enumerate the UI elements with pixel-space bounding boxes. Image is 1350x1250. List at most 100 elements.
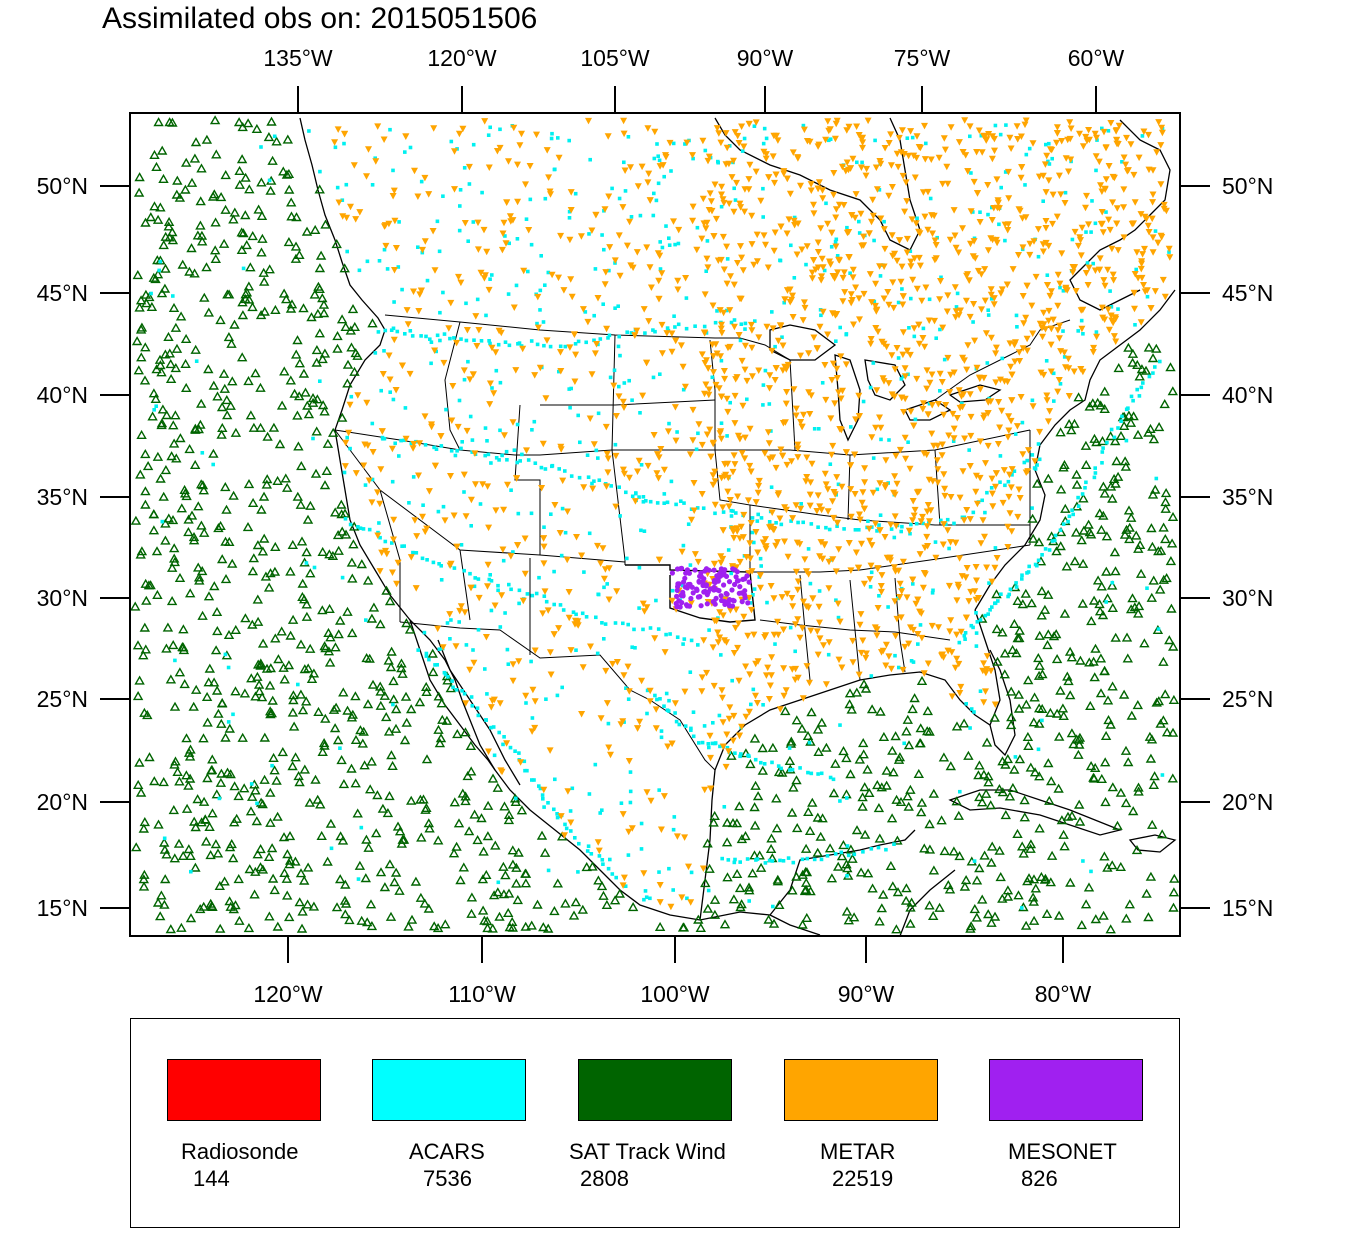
metar-marker xyxy=(988,155,996,163)
acars-marker xyxy=(476,577,481,581)
satwind-marker xyxy=(1020,920,1032,930)
metar-marker xyxy=(955,660,963,668)
acars-marker xyxy=(439,444,444,448)
metar-marker xyxy=(977,540,985,547)
acars-marker xyxy=(489,461,493,465)
metar-marker xyxy=(913,133,921,140)
satwind-marker xyxy=(841,859,852,869)
satwind-marker xyxy=(1166,603,1177,613)
acars-marker xyxy=(1067,514,1072,519)
metar-marker xyxy=(899,558,907,566)
metar-marker xyxy=(839,274,847,282)
metar-marker xyxy=(848,212,856,219)
satwind-marker xyxy=(166,562,178,572)
satwind-marker xyxy=(169,556,181,567)
metar-marker xyxy=(580,484,588,491)
acars-marker xyxy=(910,135,915,140)
satwind-marker xyxy=(877,889,889,899)
metar-marker xyxy=(716,307,724,314)
acars-marker xyxy=(1053,533,1058,538)
metar-marker xyxy=(628,825,636,832)
satwind-marker xyxy=(229,207,241,217)
metar-marker xyxy=(485,286,493,294)
metar-marker xyxy=(793,539,801,547)
satwind-marker xyxy=(132,269,144,280)
satwind-marker xyxy=(257,546,269,556)
satwind-marker xyxy=(298,303,309,313)
satwind-marker xyxy=(317,746,328,756)
satwind-marker xyxy=(744,885,755,895)
metar-marker xyxy=(543,337,551,344)
metar-marker xyxy=(814,185,822,193)
acars-marker xyxy=(1051,371,1056,376)
acars-marker xyxy=(601,862,605,866)
satwind-marker xyxy=(1123,410,1135,420)
metar-marker xyxy=(829,556,837,563)
satwind-marker xyxy=(1059,608,1071,618)
satwind-marker xyxy=(876,782,888,792)
metar-marker xyxy=(938,452,946,459)
satwind-marker xyxy=(269,884,280,895)
acars-marker xyxy=(340,575,345,580)
metar-marker xyxy=(603,483,610,490)
metar-marker xyxy=(920,400,927,407)
acars-marker xyxy=(568,809,573,813)
metar-marker xyxy=(548,271,556,279)
right-lat-label: 50°N xyxy=(1222,173,1273,199)
metar-marker xyxy=(1054,388,1062,396)
satwind-marker xyxy=(175,433,186,443)
satwind-marker xyxy=(184,588,196,598)
acars-marker xyxy=(761,703,765,707)
satwind-marker xyxy=(1102,695,1114,705)
satwind-marker xyxy=(791,715,803,725)
satwind-marker xyxy=(208,380,220,390)
acars-marker xyxy=(419,334,423,338)
satwind-marker xyxy=(693,914,704,924)
metar-marker xyxy=(906,351,914,359)
metar-marker xyxy=(1157,142,1165,149)
acars-marker xyxy=(700,740,705,745)
satwind-marker xyxy=(154,354,166,364)
metar-marker xyxy=(852,284,860,291)
acars-marker xyxy=(719,358,724,363)
acars-marker xyxy=(592,338,596,343)
satwind-marker xyxy=(255,797,267,807)
satwind-marker xyxy=(1140,365,1152,375)
metar-marker xyxy=(797,505,805,513)
acars-marker xyxy=(759,564,763,568)
satwind-marker xyxy=(740,748,752,758)
acars-marker xyxy=(485,439,489,443)
metar-marker xyxy=(1045,177,1053,184)
acars-marker xyxy=(460,689,464,693)
metar-marker xyxy=(907,408,915,415)
metar-marker xyxy=(936,370,944,378)
satwind-marker xyxy=(424,823,435,833)
acars-marker xyxy=(304,561,309,565)
acars-marker xyxy=(549,136,554,141)
metar-marker xyxy=(1058,138,1066,145)
acars-marker xyxy=(829,245,834,249)
satwind-marker xyxy=(180,358,191,368)
metar-marker xyxy=(748,241,756,248)
acars-marker xyxy=(716,160,720,165)
satwind-marker xyxy=(220,573,232,584)
metar-marker xyxy=(963,366,971,374)
metar-marker xyxy=(647,284,655,291)
metar-marker xyxy=(735,140,743,147)
metar-marker xyxy=(884,289,892,296)
metar-marker xyxy=(979,517,987,524)
acars-marker xyxy=(827,527,832,532)
satwind-marker xyxy=(166,595,178,606)
metar-marker xyxy=(496,144,504,152)
metar-marker xyxy=(747,321,755,329)
metar-marker xyxy=(1143,215,1150,223)
metar-marker xyxy=(950,435,958,442)
acars-marker xyxy=(1003,170,1008,174)
satwind-marker xyxy=(212,848,224,858)
metar-marker xyxy=(1056,280,1064,288)
acars-marker xyxy=(697,741,701,745)
metar-marker xyxy=(463,327,471,334)
metar-marker xyxy=(601,281,609,288)
satwind-marker xyxy=(1076,919,1088,930)
acars-marker xyxy=(987,581,991,585)
